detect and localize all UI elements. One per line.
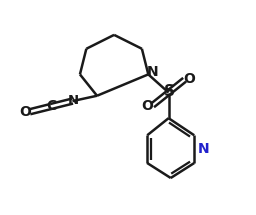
Text: N: N (198, 142, 210, 156)
Text: N: N (147, 65, 159, 79)
Text: N: N (68, 94, 79, 107)
Text: C: C (46, 99, 56, 113)
Text: S: S (164, 84, 175, 99)
Text: O: O (19, 105, 31, 119)
Text: O: O (141, 99, 153, 113)
Text: O: O (183, 72, 195, 86)
